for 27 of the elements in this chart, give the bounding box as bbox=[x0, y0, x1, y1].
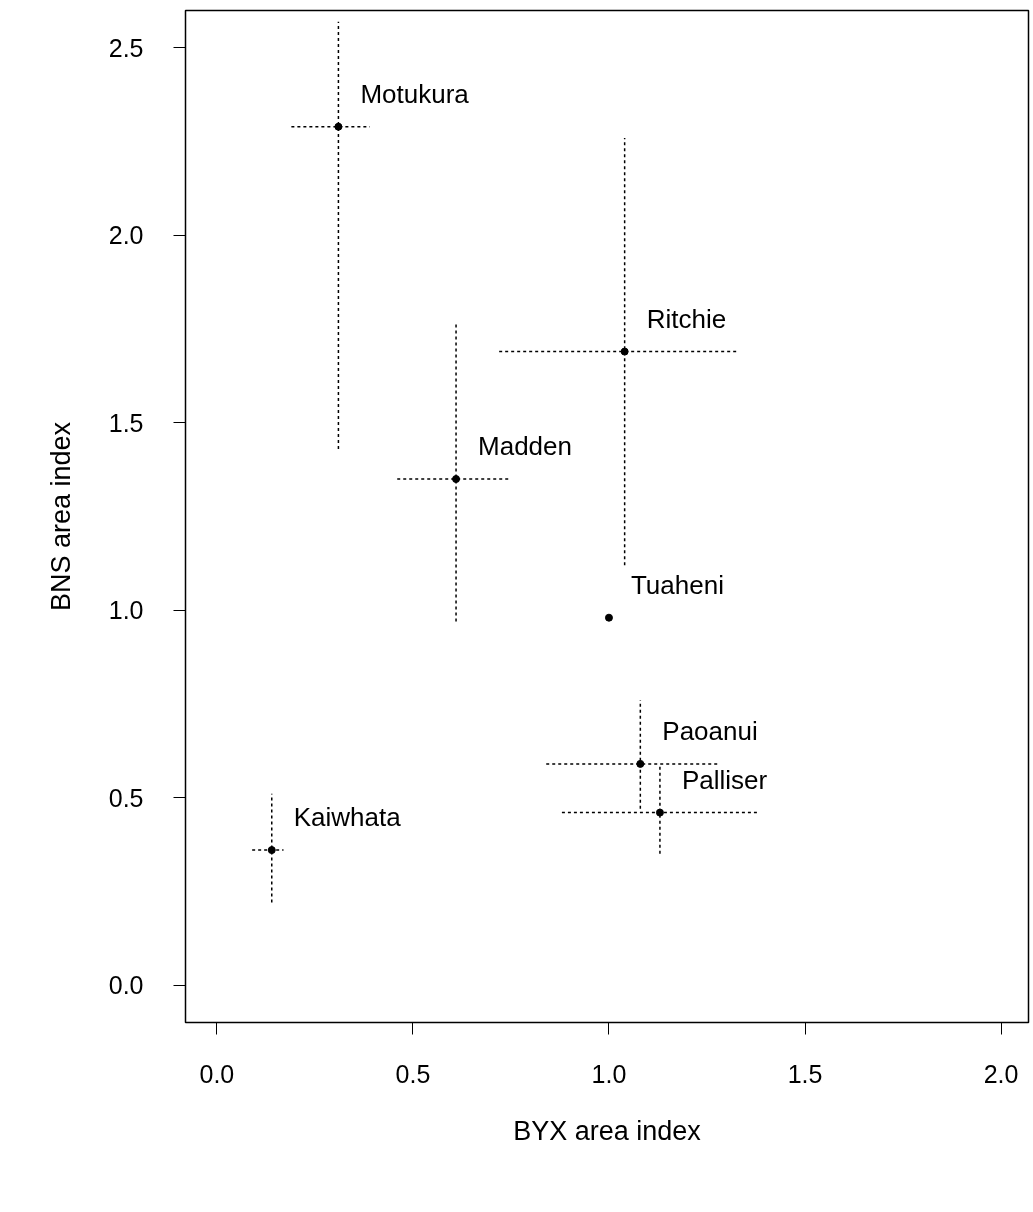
y-axis-title: BNS area index bbox=[45, 421, 76, 612]
point bbox=[655, 808, 664, 817]
point bbox=[452, 475, 461, 484]
point bbox=[267, 846, 276, 855]
x-tick-label: 0.5 bbox=[395, 1059, 431, 1088]
y-tick-label: 1.5 bbox=[108, 408, 144, 437]
point bbox=[636, 759, 645, 768]
y-tick-label: 2.0 bbox=[108, 221, 144, 250]
annotation: Madden bbox=[478, 431, 573, 462]
x-tick-label: 1.0 bbox=[591, 1059, 627, 1088]
point bbox=[604, 613, 613, 622]
x-tick-label: 2.0 bbox=[983, 1059, 1019, 1088]
annotation: Motukura bbox=[360, 78, 470, 109]
x-tick-label: 1.5 bbox=[787, 1059, 823, 1088]
y-tick-label: 2.5 bbox=[108, 33, 144, 62]
x-axis-title: BYX area index bbox=[513, 1115, 702, 1146]
point bbox=[334, 122, 343, 131]
annotation: Kaiwhata bbox=[293, 802, 402, 833]
y-tick-label: 0.5 bbox=[108, 783, 144, 812]
x-tick-label: 0.0 bbox=[199, 1059, 235, 1088]
y-tick-label: 0.0 bbox=[108, 971, 144, 1000]
annotation: Ritchie bbox=[646, 303, 727, 334]
annotation: Tuaheni bbox=[630, 569, 724, 600]
annotation: Palliser bbox=[681, 764, 768, 795]
point bbox=[620, 347, 629, 356]
y-tick-label: 1.0 bbox=[108, 596, 144, 625]
annotation: Paoanui bbox=[662, 715, 758, 746]
